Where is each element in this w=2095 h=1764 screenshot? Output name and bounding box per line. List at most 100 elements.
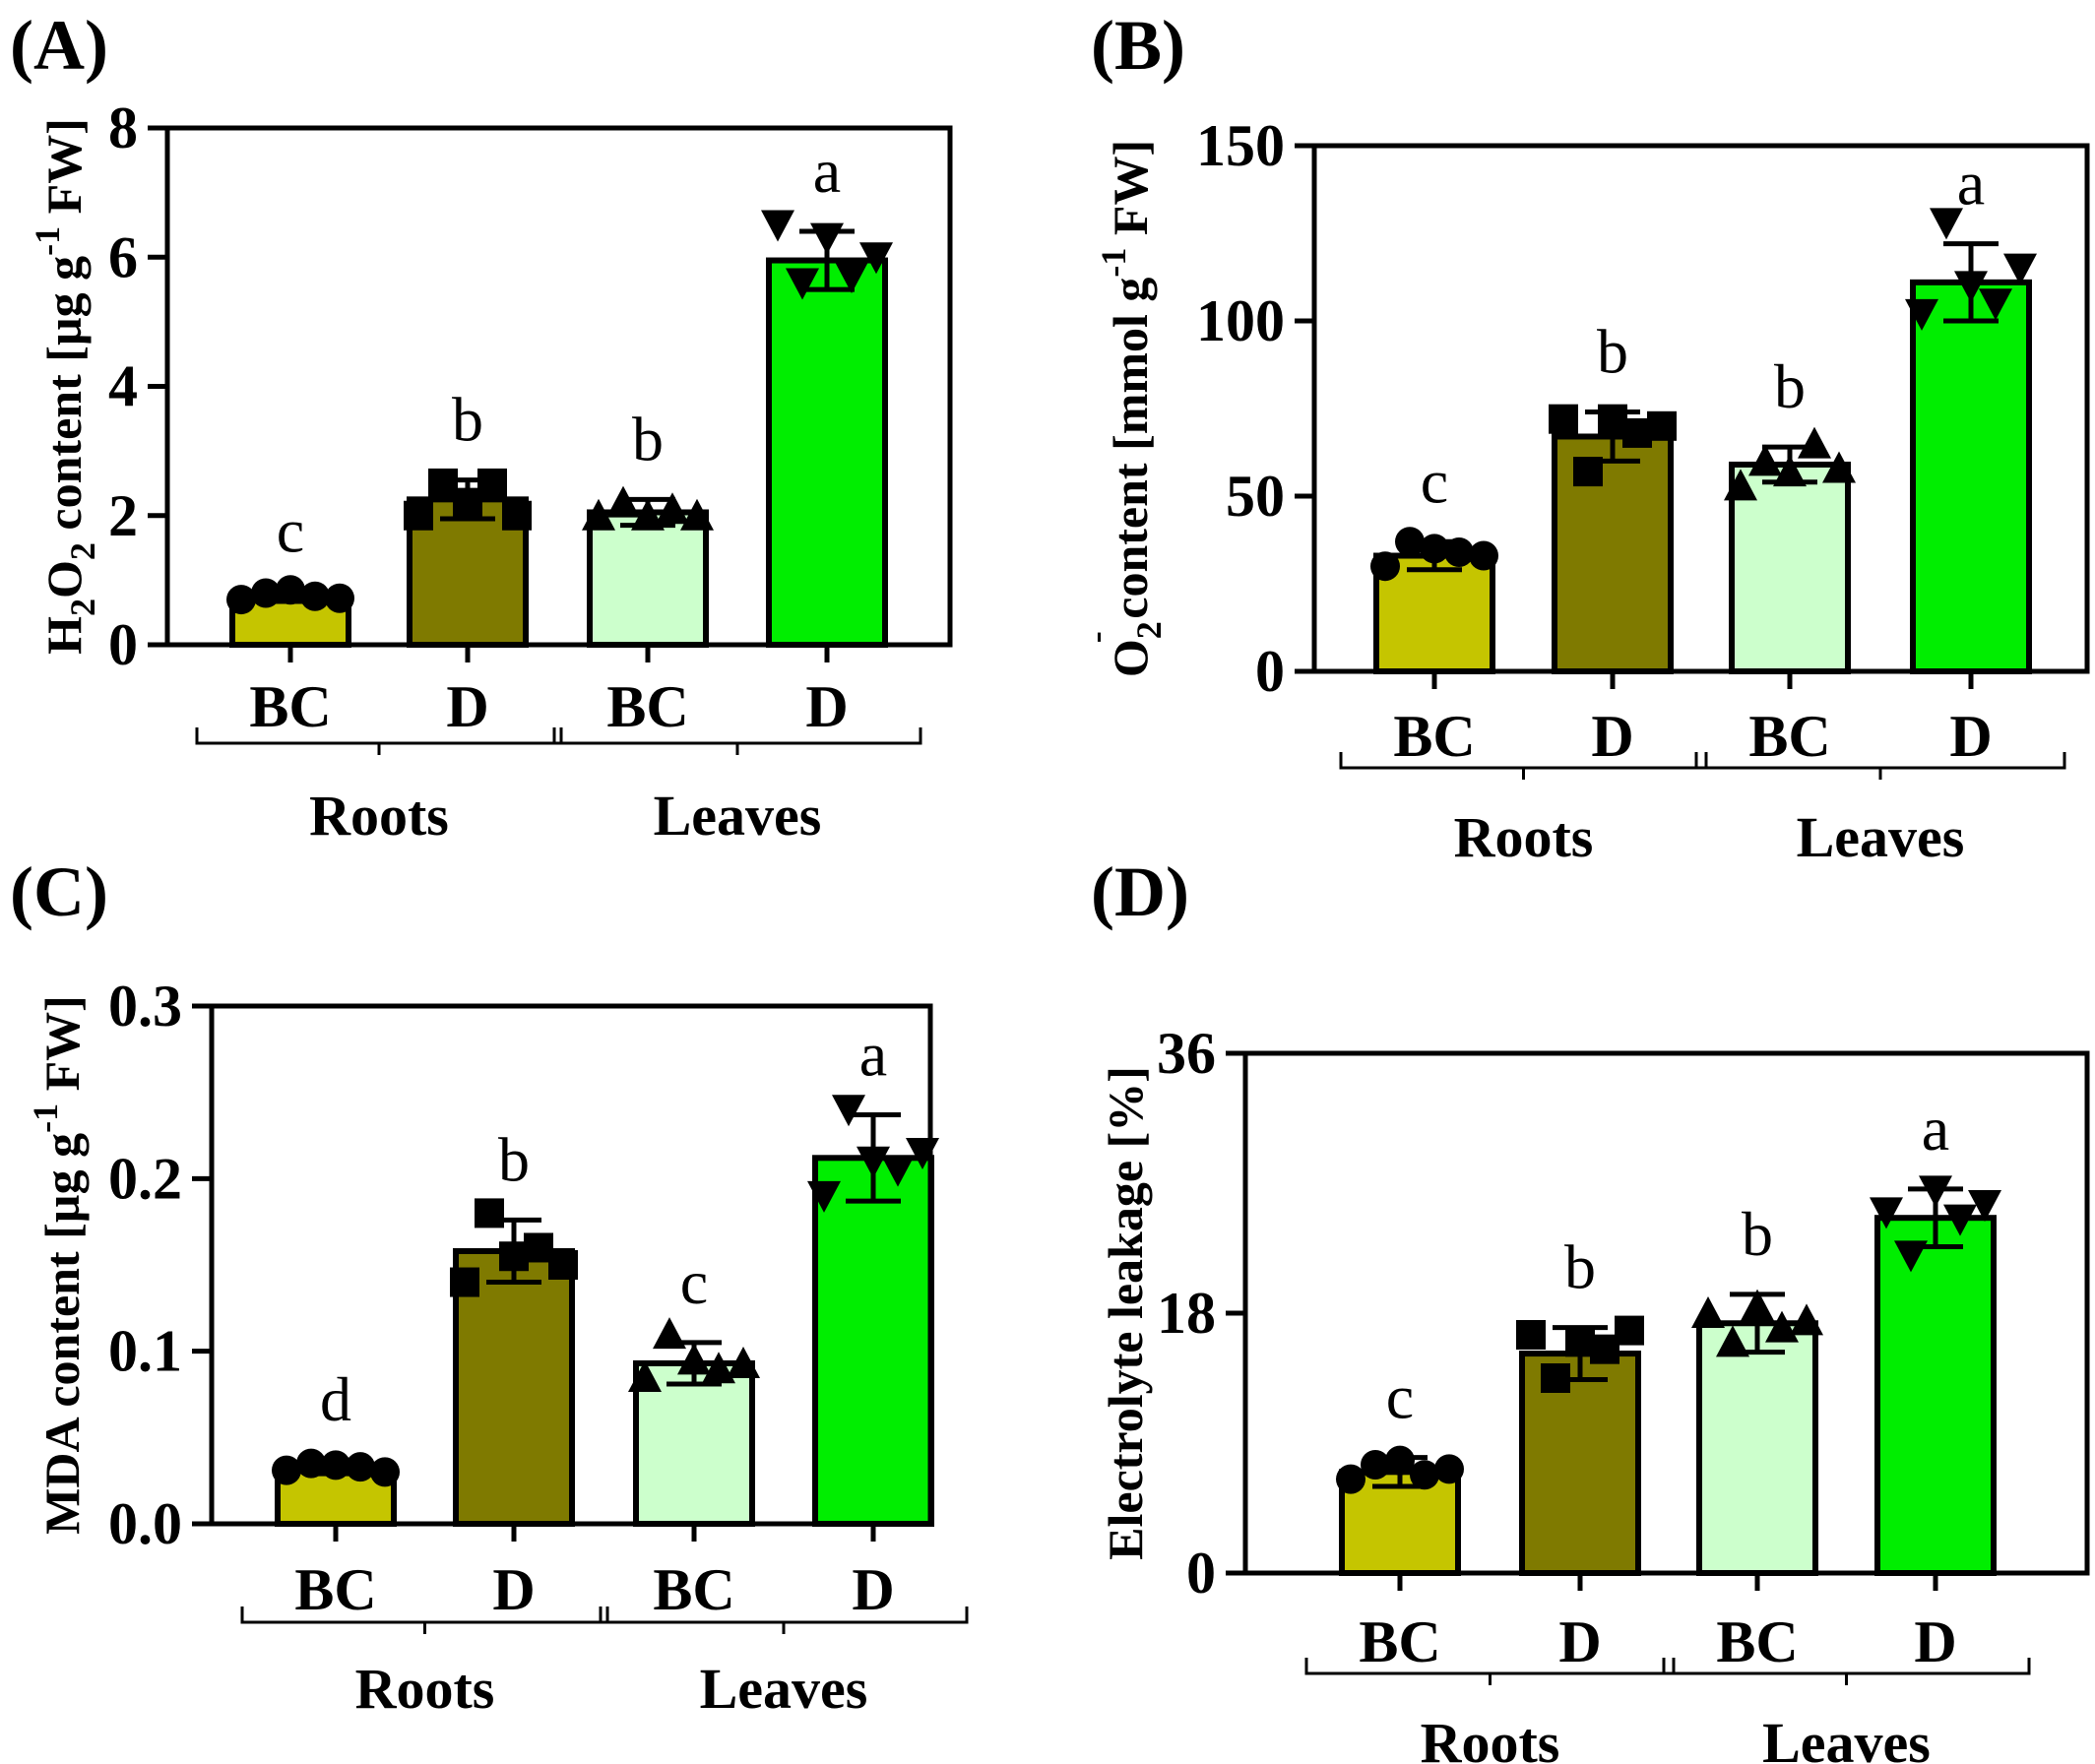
y-tick-label: 18 (1157, 1281, 1216, 1346)
category-label: BC (1716, 1609, 1798, 1674)
y-tick-label: 0.2 (108, 1146, 182, 1211)
data-point (1943, 1204, 1977, 1236)
data-point (1870, 1197, 1903, 1229)
category-label: BC (1359, 1609, 1440, 1674)
data-point (631, 498, 665, 531)
group-bracket (1694, 752, 2066, 780)
category-label: BC (653, 1557, 734, 1622)
data-point (1716, 1325, 1749, 1357)
category-label: D (1949, 704, 1992, 769)
data-point (1541, 1363, 1570, 1393)
significance-letter: b (1742, 1199, 1773, 1269)
data-point (1434, 1454, 1464, 1484)
data-point (1919, 1175, 1952, 1208)
bar (587, 509, 709, 648)
category-label: D (1558, 1609, 1601, 1674)
y-axis-title-part: O (1103, 639, 1158, 677)
bar (766, 257, 888, 648)
y-axis-title: Electrolyte leakage [%] (1098, 1066, 1153, 1560)
y-axis-title-part: FW] (36, 118, 92, 226)
y-axis-title-part: Electrolyte leakage [%] (1098, 1066, 1153, 1560)
y-tick-label: 0.0 (108, 1491, 182, 1556)
chart-panel-2: (B) c BC b Db BC a D 0 50 100 150 O2 - content [mmol … (1076, 6, 2090, 869)
y-tick-label: 50 (1226, 464, 1285, 529)
y-axis-title-part: -1 (26, 1103, 65, 1133)
y-tick-label: 0 (1255, 639, 1285, 704)
data-point (1370, 551, 1400, 582)
group-label: Roots (355, 1657, 495, 1721)
data-point (810, 222, 844, 255)
data-point (226, 585, 256, 615)
y-axis-title: MDA content [µg g-1 FW] (26, 995, 90, 1535)
category-label: D (446, 674, 488, 739)
y-axis-title-part: FW] (34, 995, 90, 1103)
data-point (1790, 1303, 1823, 1336)
category-label: D (1914, 1609, 1956, 1674)
data-point (477, 468, 507, 498)
group-label: Roots (309, 784, 449, 848)
data-point (582, 498, 615, 531)
data-point (370, 1457, 400, 1487)
significance-letter: b (1774, 351, 1806, 421)
data-point (1905, 298, 1938, 331)
data-point (1968, 1190, 2001, 1222)
data-point (404, 500, 433, 531)
y-axis-title-part: FW] (1103, 140, 1158, 248)
data-point (346, 1452, 375, 1482)
data-point (1516, 1320, 1546, 1350)
bar (1552, 433, 1674, 675)
data-point (1741, 1289, 1774, 1321)
significance-letter: c (1421, 446, 1448, 516)
bar (1696, 1320, 1818, 1577)
significance-letter: a (1922, 1094, 1949, 1164)
data-point (857, 1146, 890, 1178)
y-axis-title-part: content [µg g (36, 256, 92, 542)
significance-letter: d (320, 1364, 351, 1434)
data-point (1469, 540, 1498, 571)
data-point (702, 1352, 735, 1384)
group-bracket (195, 727, 563, 755)
data-point (2003, 253, 2037, 285)
data-point (835, 261, 868, 293)
y-axis-title-part: - (1076, 631, 1115, 643)
group-label: Leaves (1797, 805, 1965, 869)
y-tick-label: 36 (1157, 1021, 1216, 1086)
data-point (475, 1198, 504, 1228)
panel-letter: (D) (1091, 852, 1189, 931)
group-label: Roots (1421, 1711, 1560, 1764)
category-label: BC (606, 674, 688, 739)
bar (812, 1155, 934, 1527)
data-point (653, 1317, 686, 1350)
data-point (1822, 451, 1856, 483)
data-point (1615, 1315, 1644, 1346)
data-point (786, 268, 819, 300)
y-tick-label: 6 (108, 224, 138, 289)
data-point (548, 1250, 578, 1280)
significance-letter: a (813, 136, 841, 206)
data-point (1748, 444, 1782, 476)
data-point (450, 1267, 479, 1297)
significance-letter: c (1386, 1362, 1414, 1432)
category-label: D (1591, 704, 1633, 769)
category-label: BC (1748, 704, 1830, 769)
y-tick-label: 2 (108, 483, 138, 548)
group-label: Leaves (1762, 1711, 1931, 1764)
y-axis-title-part: -1 (1094, 248, 1133, 278)
data-point (1420, 534, 1449, 564)
data-point (1395, 527, 1425, 557)
group-label: Roots (1454, 805, 1594, 869)
data-point (1954, 271, 1988, 303)
data-point (1336, 1464, 1365, 1494)
data-point (1410, 1460, 1439, 1490)
y-axis-title-part: O (36, 560, 92, 598)
data-point (677, 1343, 711, 1375)
panel-letter: (B) (1091, 6, 1185, 85)
y-axis-title-part: H (36, 616, 92, 655)
plot-frame (1311, 143, 2090, 674)
y-tick-label: 0 (1186, 1541, 1216, 1606)
data-point (502, 500, 532, 531)
group-bracket (1339, 752, 1708, 780)
bar (1519, 1351, 1641, 1576)
